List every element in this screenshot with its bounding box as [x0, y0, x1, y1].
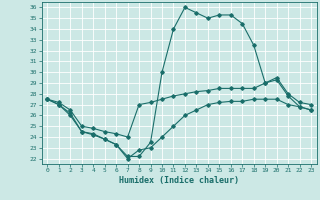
X-axis label: Humidex (Indice chaleur): Humidex (Indice chaleur) [119, 176, 239, 185]
